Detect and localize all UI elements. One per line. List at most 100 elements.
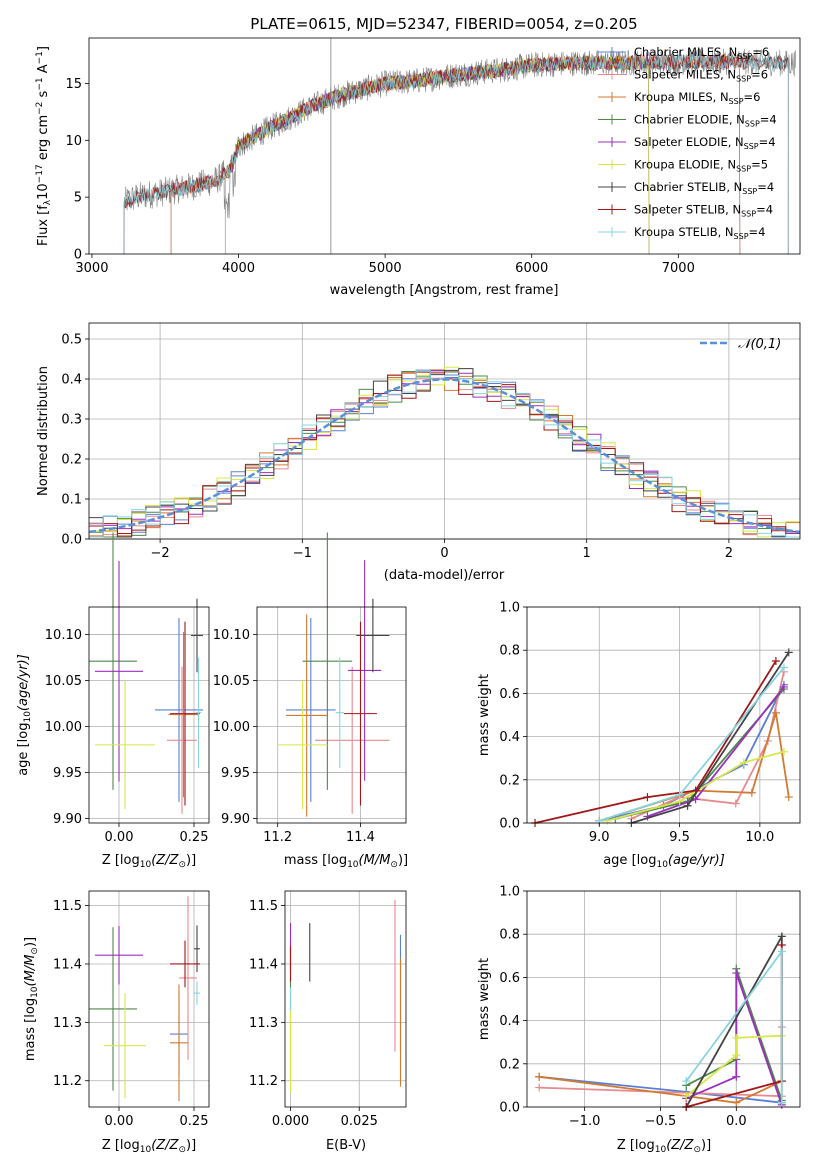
legend-entry-sub: SSP bbox=[741, 210, 756, 219]
mass_weight_vs_Z-ytick-label: 0.2 bbox=[499, 1057, 520, 1072]
spectrum-ylabel: Flux [fλ10−17 erg cm−2 s−1 A−1] bbox=[35, 46, 53, 246]
mass-weight-marker bbox=[732, 1098, 741, 1107]
mass-weight-marker bbox=[771, 657, 780, 665]
errorbar-point bbox=[277, 680, 328, 810]
legend-entry-sub: SSP bbox=[744, 142, 759, 151]
age_vs_Z-ytick-label: 10.00 bbox=[45, 720, 82, 735]
residual-ylabel: Normed distribution bbox=[36, 366, 51, 496]
mass-weight-marker bbox=[779, 682, 788, 691]
residual-histogram-panel: −2 −1 0 1 2 0.0 0.1 0.2 0.3 0.4 0.5 (data-model)/e… bbox=[36, 322, 801, 583]
mass_weight_vs_age-ytick-label: 0.6 bbox=[499, 687, 520, 702]
errorbar-point bbox=[194, 925, 200, 973]
mass-weight-marker bbox=[777, 947, 786, 956]
spectrum-xlabel: wavelength [Angstrom, rest frame] bbox=[330, 283, 559, 298]
legend-entry-text: Salpeter STELIB, N bbox=[634, 203, 741, 217]
legend-entry-text: Kroupa STELIB, N bbox=[634, 225, 734, 239]
spectrum-model-line bbox=[224, 54, 650, 254]
mass-weight-marker bbox=[675, 790, 684, 799]
errorbar-point bbox=[170, 940, 200, 988]
mass-weight-marker bbox=[771, 708, 780, 717]
mass_vs_Z-xtick-label: 0.00 bbox=[105, 1114, 134, 1129]
age_vs_mass-ytick-label: 10.05 bbox=[213, 674, 250, 689]
errorbar-point bbox=[285, 618, 336, 802]
errorbar-point bbox=[95, 926, 143, 985]
errorbar-point bbox=[302, 532, 353, 790]
legend-entry-label: Chabrier MILES, NSSP=6 bbox=[634, 45, 769, 61]
residual-xlabel: (data-model)/error bbox=[384, 568, 505, 583]
mass-weight-line bbox=[685, 1034, 782, 1097]
mass-weight-marker bbox=[732, 1051, 741, 1060]
mass_weight_vs_Z-xtick-label: −1.0 bbox=[569, 1114, 601, 1129]
errorbar-point bbox=[155, 618, 203, 802]
spectrum-lines bbox=[123, 38, 796, 254]
mass_vs_Z-ytick-label: 11.2 bbox=[53, 1074, 82, 1089]
legend-entry-sub: SSP bbox=[742, 187, 757, 196]
errorbar-point bbox=[170, 984, 188, 1102]
residuals-xtick-label: −2 bbox=[151, 546, 170, 561]
mass-weight-marker bbox=[691, 786, 700, 795]
age_vs_mass-ytick-label: 10.00 bbox=[213, 720, 250, 735]
residual-legend-label: 𝒩(0,1) bbox=[738, 337, 781, 352]
mass-weight-marker bbox=[535, 1072, 544, 1081]
mass_weight_vs_age-ytick-label: 0.8 bbox=[499, 644, 520, 659]
residuals-xtick-label: 1 bbox=[583, 546, 591, 561]
age_vs_Z-xtick-label: 0.25 bbox=[180, 830, 209, 845]
legend-entry-sub: SSP bbox=[745, 120, 760, 129]
mass_vs_Z-ytick-label: 11.5 bbox=[53, 899, 82, 914]
errorbar-point bbox=[89, 532, 137, 790]
ageM-xlabel: mass [log10(M/M⊙)] bbox=[284, 853, 408, 870]
legend-entry-label: Salpeter STELIB, NSSP=4 bbox=[634, 203, 773, 219]
legend-entry-tail: =4 bbox=[749, 225, 766, 239]
legend-entry-tail: =5 bbox=[751, 158, 768, 172]
mass-weight-marker bbox=[732, 969, 741, 978]
spectrum-xtick-label: 6000 bbox=[515, 261, 548, 276]
mass-weight-marker bbox=[535, 1083, 544, 1092]
mass_vs_EBV-xtick-label: 0.000 bbox=[272, 1114, 309, 1129]
spectrum-model-line bbox=[123, 53, 789, 254]
mass_vs_EBV-ytick-label: 11.4 bbox=[249, 957, 278, 972]
mass-weight-marker bbox=[739, 758, 748, 767]
legend-entry-text: Chabrier ELODIE, N bbox=[634, 113, 745, 127]
mass-weight-marker bbox=[779, 663, 788, 672]
spectrum-xtick-label: 7000 bbox=[662, 261, 695, 276]
legend-entry-label: Salpeter ELODIE, NSSP=4 bbox=[634, 135, 776, 151]
mass_weight_vs_Z-xtick-label: −0.5 bbox=[645, 1114, 677, 1129]
mass-weight-marker bbox=[784, 648, 793, 657]
legend-entry-label: Kroupa MILES, NSSP=6 bbox=[634, 90, 760, 106]
errorbar-point bbox=[194, 981, 200, 1005]
mass_weight_vs_Z-ytick-label: 0.6 bbox=[499, 971, 520, 986]
spectrum-title: PLATE=0615, MJD=52347, FIBERID=0054, z=0… bbox=[250, 15, 637, 33]
age_vs_Z-ytick-label: 10.05 bbox=[45, 674, 82, 689]
mass_weight_vs_age-ytick-label: 0.0 bbox=[499, 817, 520, 832]
mass_weight_vs_Z-ytick-label: 0.8 bbox=[499, 928, 520, 943]
mass-weight-line bbox=[599, 712, 790, 822]
legend-entry-label: Chabrier STELIB, NSSP=4 bbox=[634, 180, 774, 196]
mwAge-xlabel: age [log10(age/yr)] bbox=[603, 853, 725, 870]
errorbar-point bbox=[168, 631, 199, 798]
mass-weight-marker bbox=[732, 1033, 741, 1042]
legend-entry-sub: SSP bbox=[737, 52, 752, 61]
mwZ-xlabel: Z [log10(Z/Z⊙)] bbox=[617, 1138, 711, 1155]
mass-weight-marker bbox=[682, 1092, 691, 1101]
mass_weight_vs_age-xtick-label: 9.5 bbox=[669, 830, 690, 845]
legend-entry-tail: =6 bbox=[752, 45, 769, 59]
mass-weight-line bbox=[599, 684, 785, 822]
mass_vs_EBV-ytick-label: 11.2 bbox=[249, 1074, 278, 1089]
residuals-xtick-label: −1 bbox=[293, 546, 312, 561]
mass-weight-line bbox=[685, 932, 783, 1108]
spectrum-ytick-label: 0 bbox=[74, 248, 82, 263]
legend-entry-sub: SSP bbox=[734, 232, 749, 241]
age_vs_mass-ytick-label: 9.90 bbox=[221, 812, 250, 827]
legend-entry-label: Kroupa STELIB, NSSP=4 bbox=[634, 225, 765, 241]
errorbar-point bbox=[89, 927, 137, 1091]
residuals-xtick-label: 0 bbox=[440, 546, 448, 561]
residuals-ytick-label: 0.3 bbox=[61, 413, 82, 428]
mass-weight-vs-metallicity-panel: −1.0 −0.5 0.0 0.0 0.2 0.4 0.6 0.8 1.0 Z [log10(Z… bbox=[477, 885, 801, 1155]
mass_vs_Z-xtick-label: 0.25 bbox=[180, 1114, 209, 1129]
mass-weight-marker bbox=[784, 793, 793, 802]
mass_weight_vs_Z-ytick-label: 0.0 bbox=[499, 1101, 520, 1116]
mwZ-ylabel: mass weight bbox=[477, 958, 492, 1040]
mass-weight-line bbox=[607, 750, 785, 822]
mass-weight-marker bbox=[777, 932, 786, 941]
